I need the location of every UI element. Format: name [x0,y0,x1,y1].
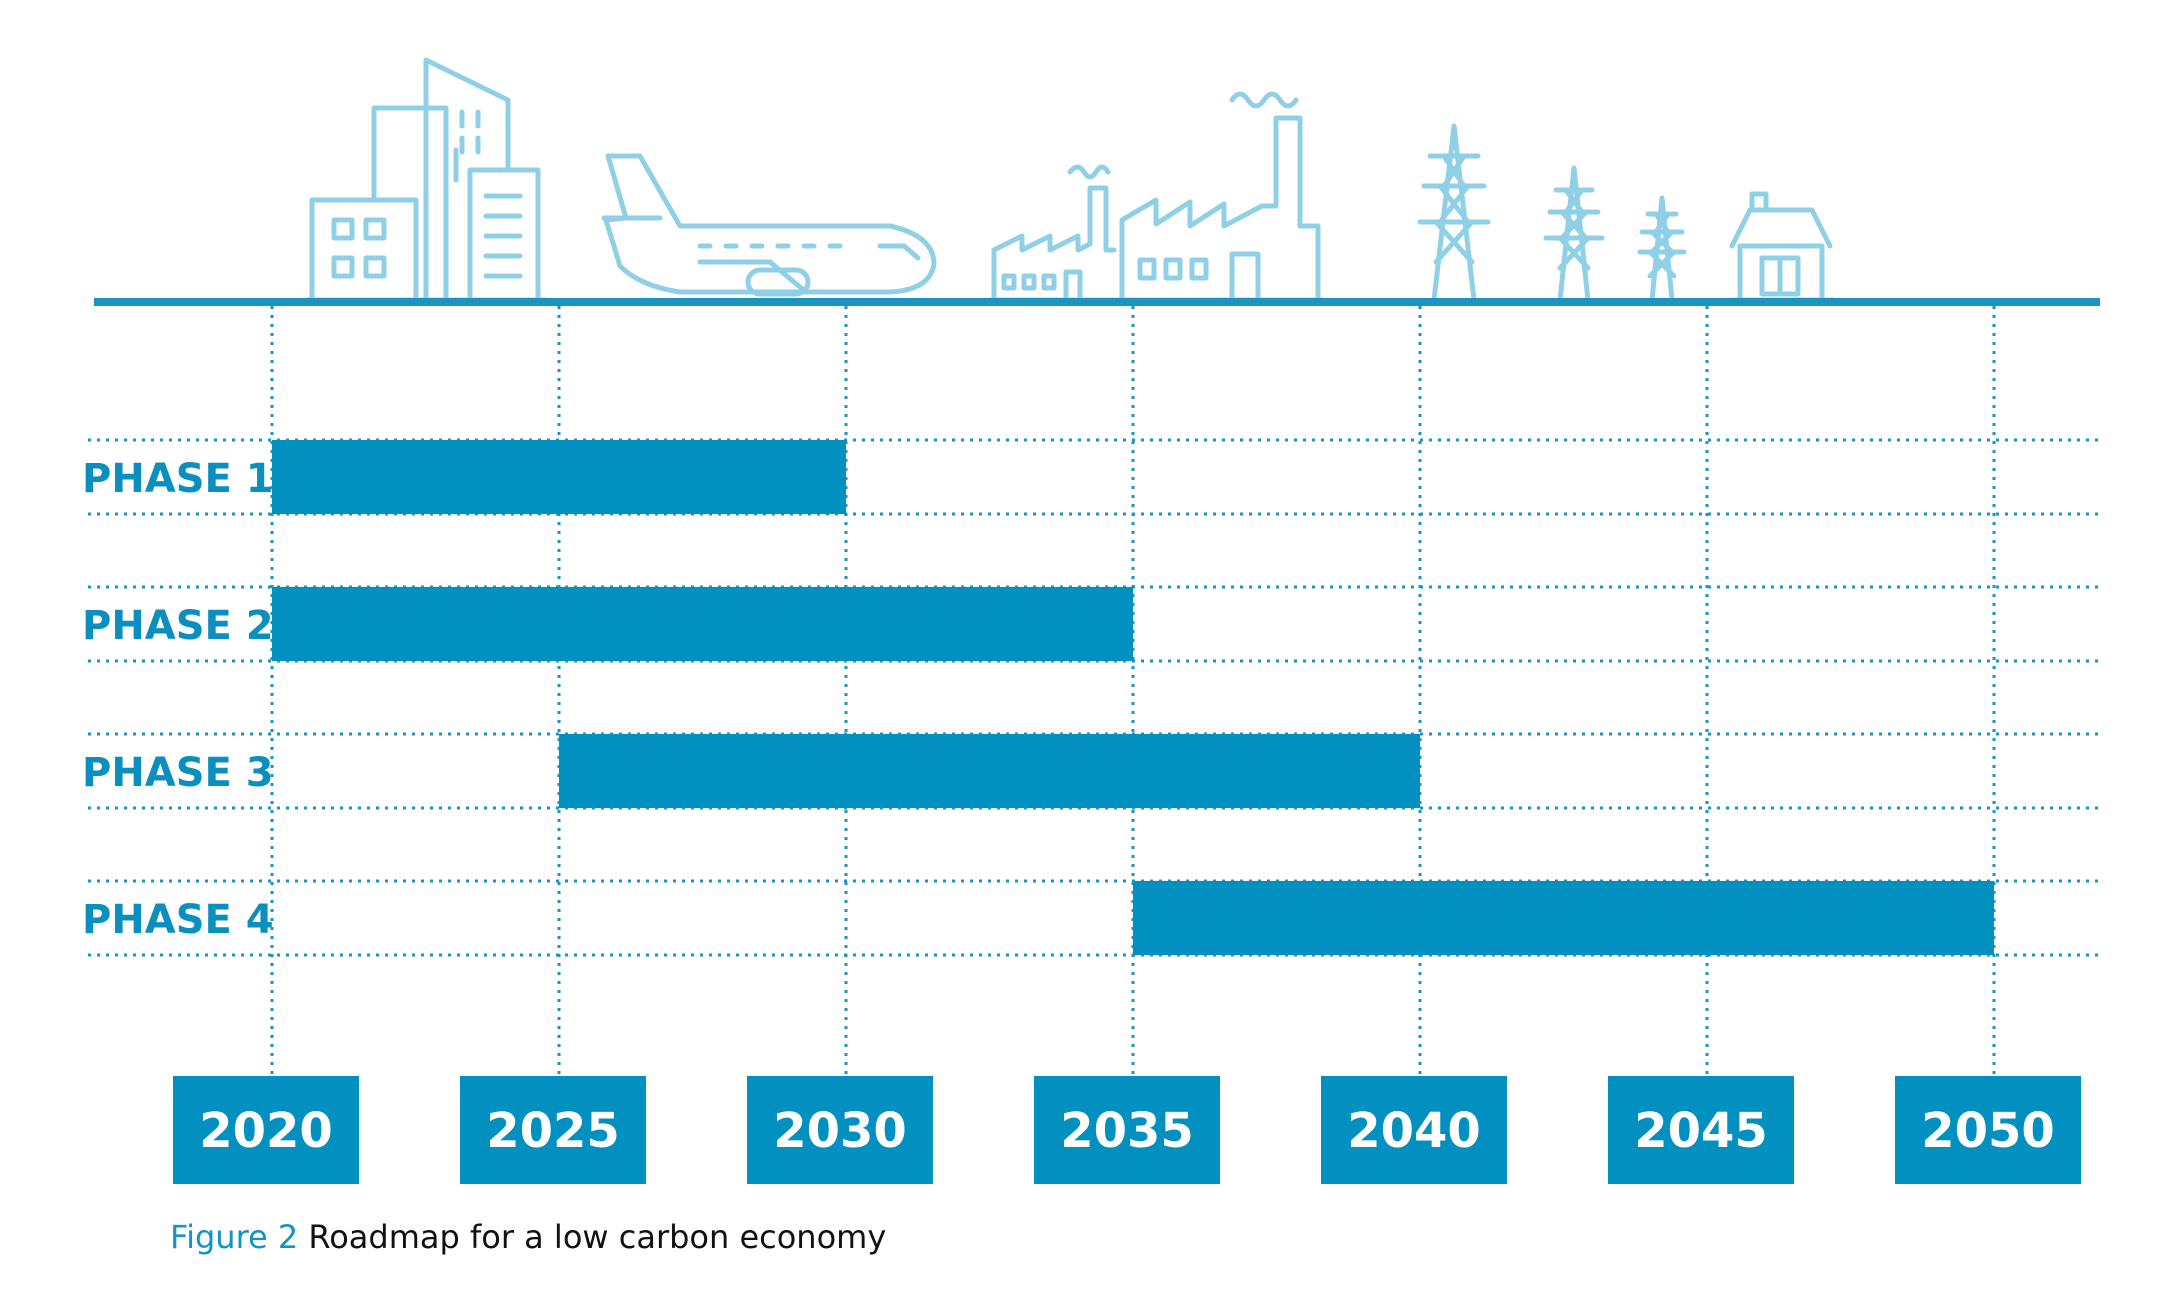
year-box [1034,1076,1220,1184]
year-tick-label: 2020 [199,1103,333,1159]
phase-bar [1133,881,1994,955]
year-tick-label: 2050 [1921,1103,2055,1159]
year-box [1895,1076,2081,1184]
figure-caption-text: Roadmap for a low carbon economy [308,1218,887,1256]
phase-bar [272,587,1133,661]
power-pylons-icon [1417,123,1687,303]
house-icon [1729,191,1837,303]
year-box [1608,1076,1794,1184]
figure-caption: Figure 2 Roadmap for a low carbon econom… [170,1218,886,1256]
airplane-icon [601,153,937,297]
factory-icon [987,91,1325,303]
year-tick-label: 2045 [1634,1103,1768,1159]
year-tick-label: 2040 [1347,1103,1481,1159]
phase-label: PHASE 1 [82,456,274,502]
year-tick-label: 2025 [486,1103,620,1159]
year-tick-label: 2035 [1060,1103,1194,1159]
figure-number: Figure 2 [170,1218,299,1256]
year-box [460,1076,646,1184]
year-box [1321,1076,1507,1184]
phase-label: PHASE 4 [82,897,274,943]
city-buildings-icon [303,57,549,303]
year-tick-label: 2030 [773,1103,907,1159]
year-box [747,1076,933,1184]
phase-label: PHASE 2 [82,603,274,649]
phase-bar [559,734,1420,808]
year-box [173,1076,359,1184]
phase-label: PHASE 3 [82,750,274,796]
phase-bar [272,440,846,514]
